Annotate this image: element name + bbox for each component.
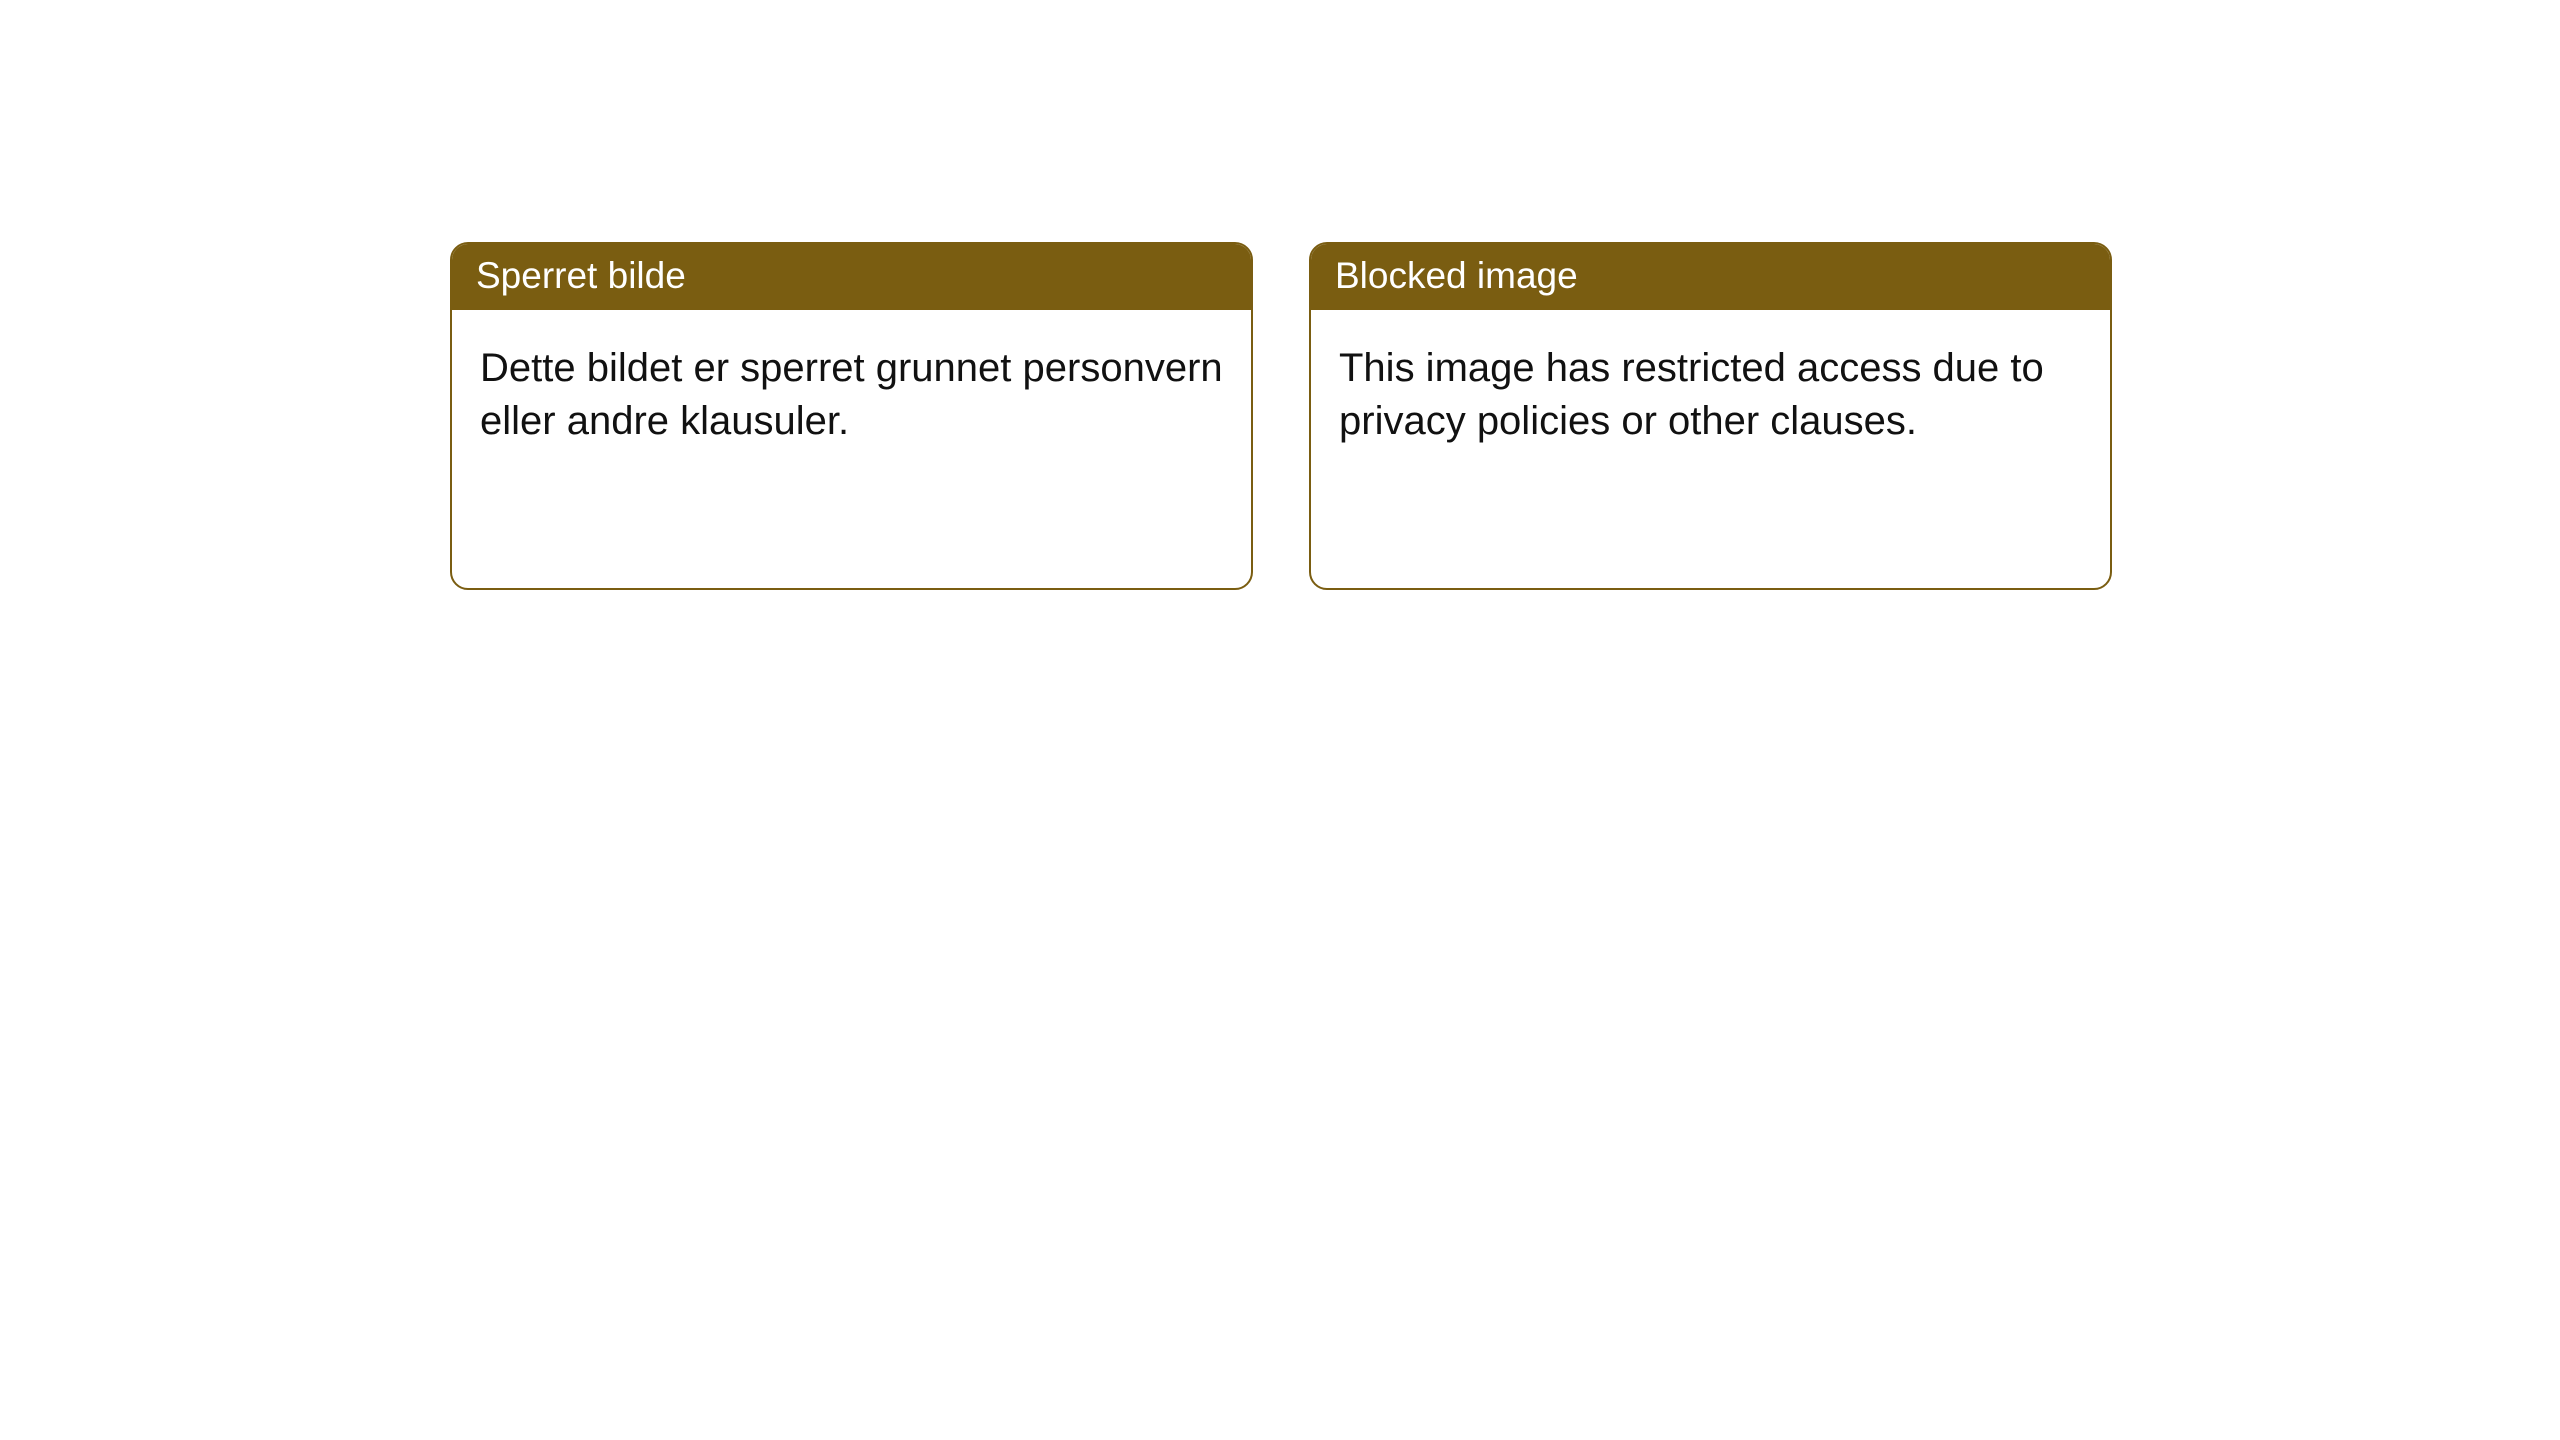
notice-card-english: Blocked image This image has restricted … (1309, 242, 2112, 590)
notice-container: Sperret bilde Dette bildet er sperret gr… (0, 0, 2560, 590)
notice-title-english: Blocked image (1311, 244, 2110, 310)
notice-card-norwegian: Sperret bilde Dette bildet er sperret gr… (450, 242, 1253, 590)
notice-title-norwegian: Sperret bilde (452, 244, 1251, 310)
notice-body-english: This image has restricted access due to … (1311, 310, 2110, 588)
notice-body-norwegian: Dette bildet er sperret grunnet personve… (452, 310, 1251, 588)
